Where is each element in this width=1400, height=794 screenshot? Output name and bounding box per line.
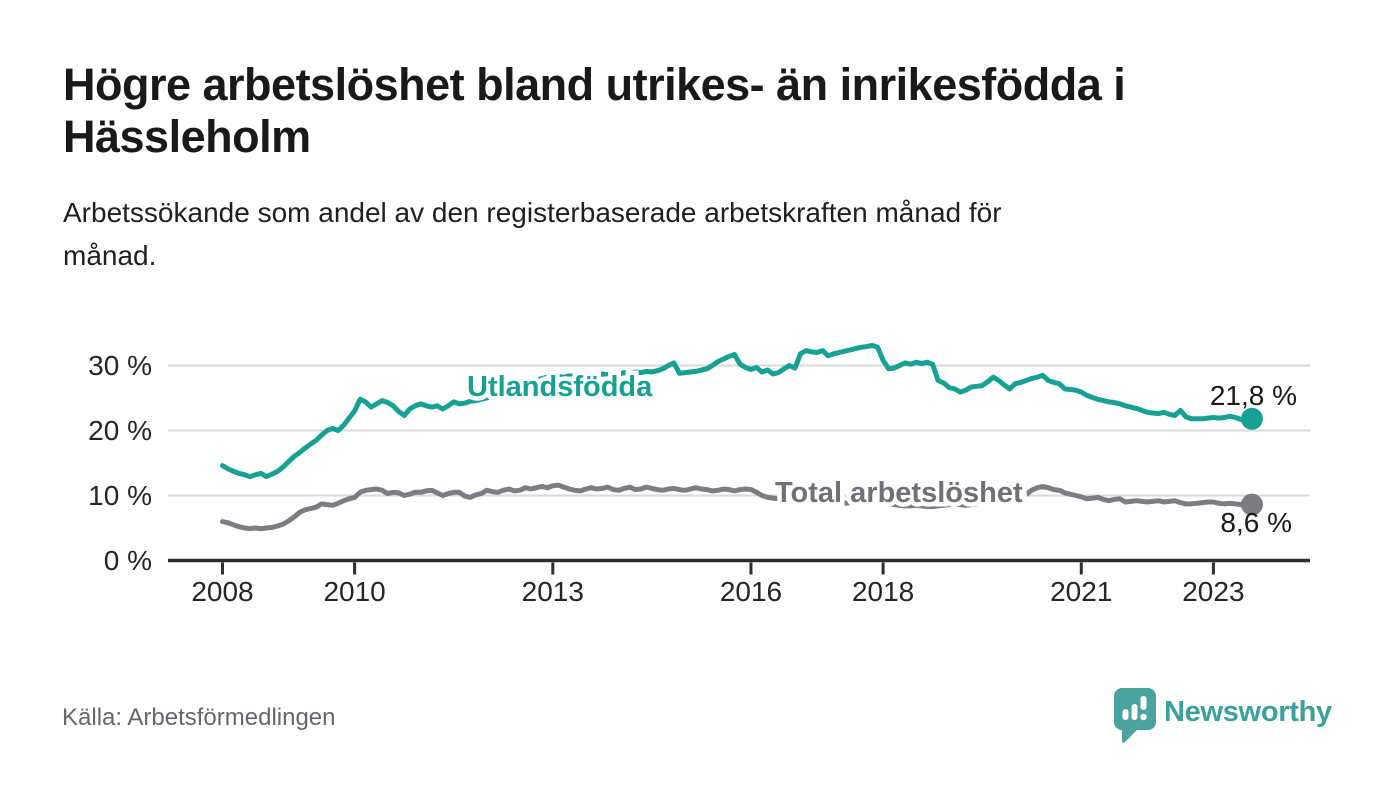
x-axis-label-2018: 2018 (851, 576, 915, 607)
end-value-label-utlandsfodda: 21,8 % (1209, 380, 1297, 411)
page-title-line1: Högre arbetslöshet bland utrikes- än inr… (63, 59, 1126, 110)
series-line-0 (220, 342, 1255, 480)
series-end-dot-1 (1240, 493, 1263, 516)
newsworthy-logo-icon (1114, 688, 1156, 743)
logo-exclamation-bar (1140, 696, 1147, 710)
x-axis-label-2013: 2013 (521, 576, 584, 607)
x-axis-label-2016: 2016 (719, 576, 783, 607)
x-axis-label-2008: 2008 (191, 576, 254, 607)
page-subtitle: Arbetssökande som andel av den registerb… (63, 191, 1363, 277)
y-axis-label-20: 20 % (88, 414, 152, 446)
newsworthy-logo-text: Newsworthy (1164, 696, 1332, 728)
source-attribution: Källa: Arbetsförmedlingen (62, 704, 336, 731)
x-axis-label-2023: 2023 (1182, 576, 1245, 607)
series-line-1 (220, 482, 1255, 532)
x-axis-label-2021: 2021 (1050, 576, 1113, 607)
y-axis-label-0: 0 % (103, 544, 152, 576)
logo-bar-2 (1131, 704, 1138, 720)
logo-bar-1 (1122, 709, 1129, 720)
y-axis-label-10: 10 % (88, 479, 152, 511)
series-end-dot-0 (1240, 407, 1263, 430)
page-subtitle-line2: månad. (63, 240, 157, 271)
y-axis-label-30: 30 % (88, 349, 152, 381)
logo-exclamation-dot (1140, 713, 1147, 721)
series-label-utlandsfodda: Utlandsfödda Utlandsfödda (462, 368, 656, 406)
series-label-total-arbetsloshet: Total arbetslöshet Total arbetslöshet (771, 474, 1028, 512)
page-title: Högre arbetslöshet bland utrikes- än inr… (63, 59, 1363, 163)
series-label-halo: Utlandsfödda (462, 368, 656, 406)
x-axis-label-2010: 2010 (323, 576, 386, 607)
series-label-halo: Total arbetslöshet (771, 474, 1028, 512)
page-subtitle-line1: Arbetssökande som andel av den registerb… (63, 197, 1002, 228)
end-value-label-total: 8,6 % (1220, 507, 1292, 538)
page-title-line2: Hässleholm (63, 111, 311, 162)
